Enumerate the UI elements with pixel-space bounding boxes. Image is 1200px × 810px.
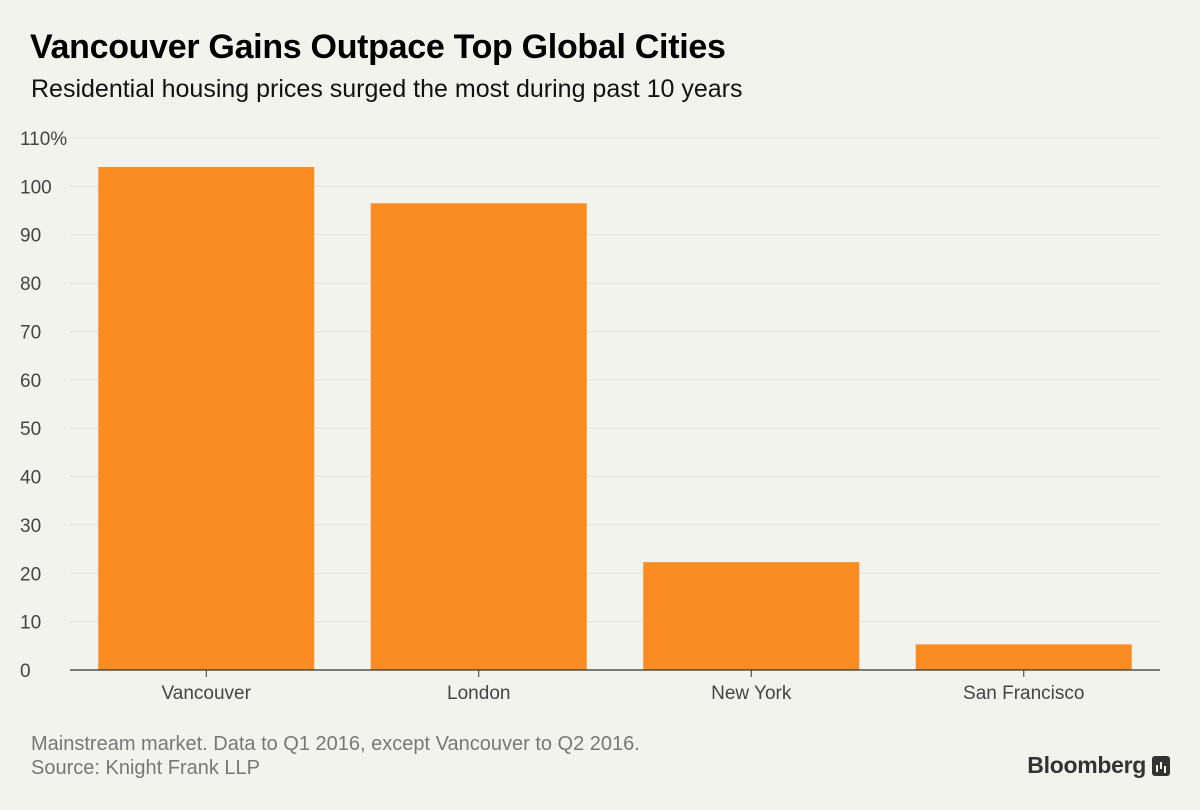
chart-source: Source: Knight Frank LLP (31, 757, 261, 779)
chart-title: Vancouver Gains Outpace Top Global Citie… (30, 28, 726, 66)
x-tick-label: New York (711, 683, 792, 704)
y-tick-label: 30 (20, 516, 41, 537)
y-tick-label: 20 (20, 564, 41, 585)
y-tick-label: 10 (20, 613, 41, 634)
y-tick-label: 50 (20, 419, 41, 440)
y-tick-label: 60 (20, 371, 41, 392)
x-axis-labels: Vancouver London New York San Francisco (162, 683, 1085, 704)
bar-vancouver (98, 167, 315, 670)
x-tick-label: San Francisco (963, 683, 1084, 704)
x-tick-label: Vancouver (162, 683, 252, 704)
brand-name: Bloomberg (1027, 752, 1146, 778)
brand-logo: Bloomberg (1027, 752, 1170, 779)
bars (98, 167, 1132, 671)
y-tick-label: 100 (20, 177, 52, 198)
y-tick-label: 40 (20, 468, 41, 489)
chart-footnote: Mainstream market. Data to Q1 2016, exce… (31, 733, 640, 755)
x-axis (70, 669, 1160, 677)
bar-new-york (643, 562, 860, 670)
y-tick-label: 90 (20, 226, 41, 247)
x-tick-label: London (447, 683, 510, 704)
bloomberg-chart-icon (1152, 755, 1170, 776)
chart-subtitle: Residential housing prices surged the mo… (31, 75, 743, 103)
bar-san-francisco (915, 644, 1132, 670)
y-tick-label: 80 (20, 274, 41, 295)
bar-london (370, 203, 587, 671)
y-tick-label: 110% (20, 129, 67, 150)
y-tick-label: 0 (20, 661, 31, 682)
y-tick-label: 70 (20, 322, 41, 343)
